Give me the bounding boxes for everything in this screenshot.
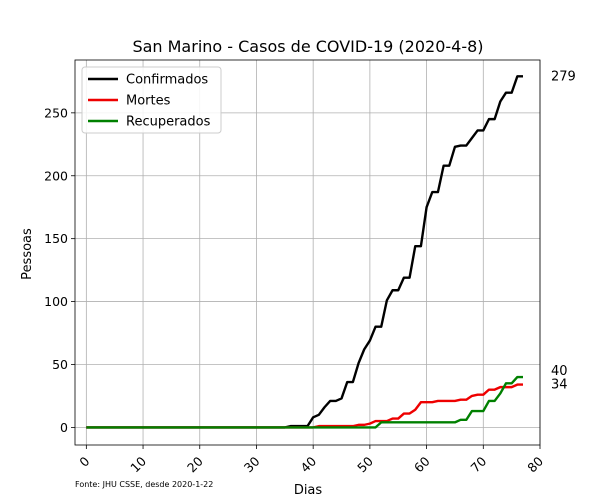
y-tick-label: 0	[60, 420, 68, 435]
x-tick-label: 10	[127, 453, 149, 475]
x-tick-label: 50	[354, 453, 376, 475]
x-tick-label: 40	[297, 453, 319, 475]
legend: Confirmados Mortes Recuperados	[81, 66, 222, 134]
chart-title: San Marino - Casos de COVID-19 (2020-4-8…	[132, 37, 483, 56]
legend-label-recuperados: Recuperados	[126, 115, 211, 130]
series-lines	[86, 75, 523, 429]
end-label-mortes: 34	[551, 378, 568, 393]
x-tick-label: 30	[241, 453, 263, 475]
y-tick-label: 200	[44, 168, 68, 183]
y-axis-label: Pessoas	[20, 228, 35, 280]
legend-label-confirmados: Confirmados	[126, 73, 208, 88]
x-tick-label: 60	[411, 453, 433, 475]
x-tick-label: 70	[468, 453, 490, 475]
y-tick-label: 250	[44, 105, 68, 120]
plot-border	[74, 59, 541, 446]
series-line-mortes	[86, 383, 523, 429]
x-tick-label: 80	[524, 453, 546, 475]
x-tick-label: 0	[76, 453, 92, 469]
y-tick-label: 50	[52, 357, 68, 372]
legend-label-mortes: Mortes	[126, 94, 171, 109]
legend-box	[81, 66, 222, 134]
series-line-confirmados	[86, 75, 523, 429]
x-axis-label: Dias	[294, 483, 323, 498]
y-tick-label: 150	[44, 231, 68, 246]
series-line-recuperados	[86, 375, 523, 429]
source-note: Fonte: JHU CSSE, desde 2020-1-22	[75, 480, 213, 489]
end-label-confirmados: 279	[551, 69, 576, 84]
plot-frame	[74, 59, 541, 446]
y-tick-label: 100	[44, 294, 68, 309]
x-tick-label: 20	[184, 453, 206, 475]
end-label-recuperados: 40	[551, 364, 568, 379]
